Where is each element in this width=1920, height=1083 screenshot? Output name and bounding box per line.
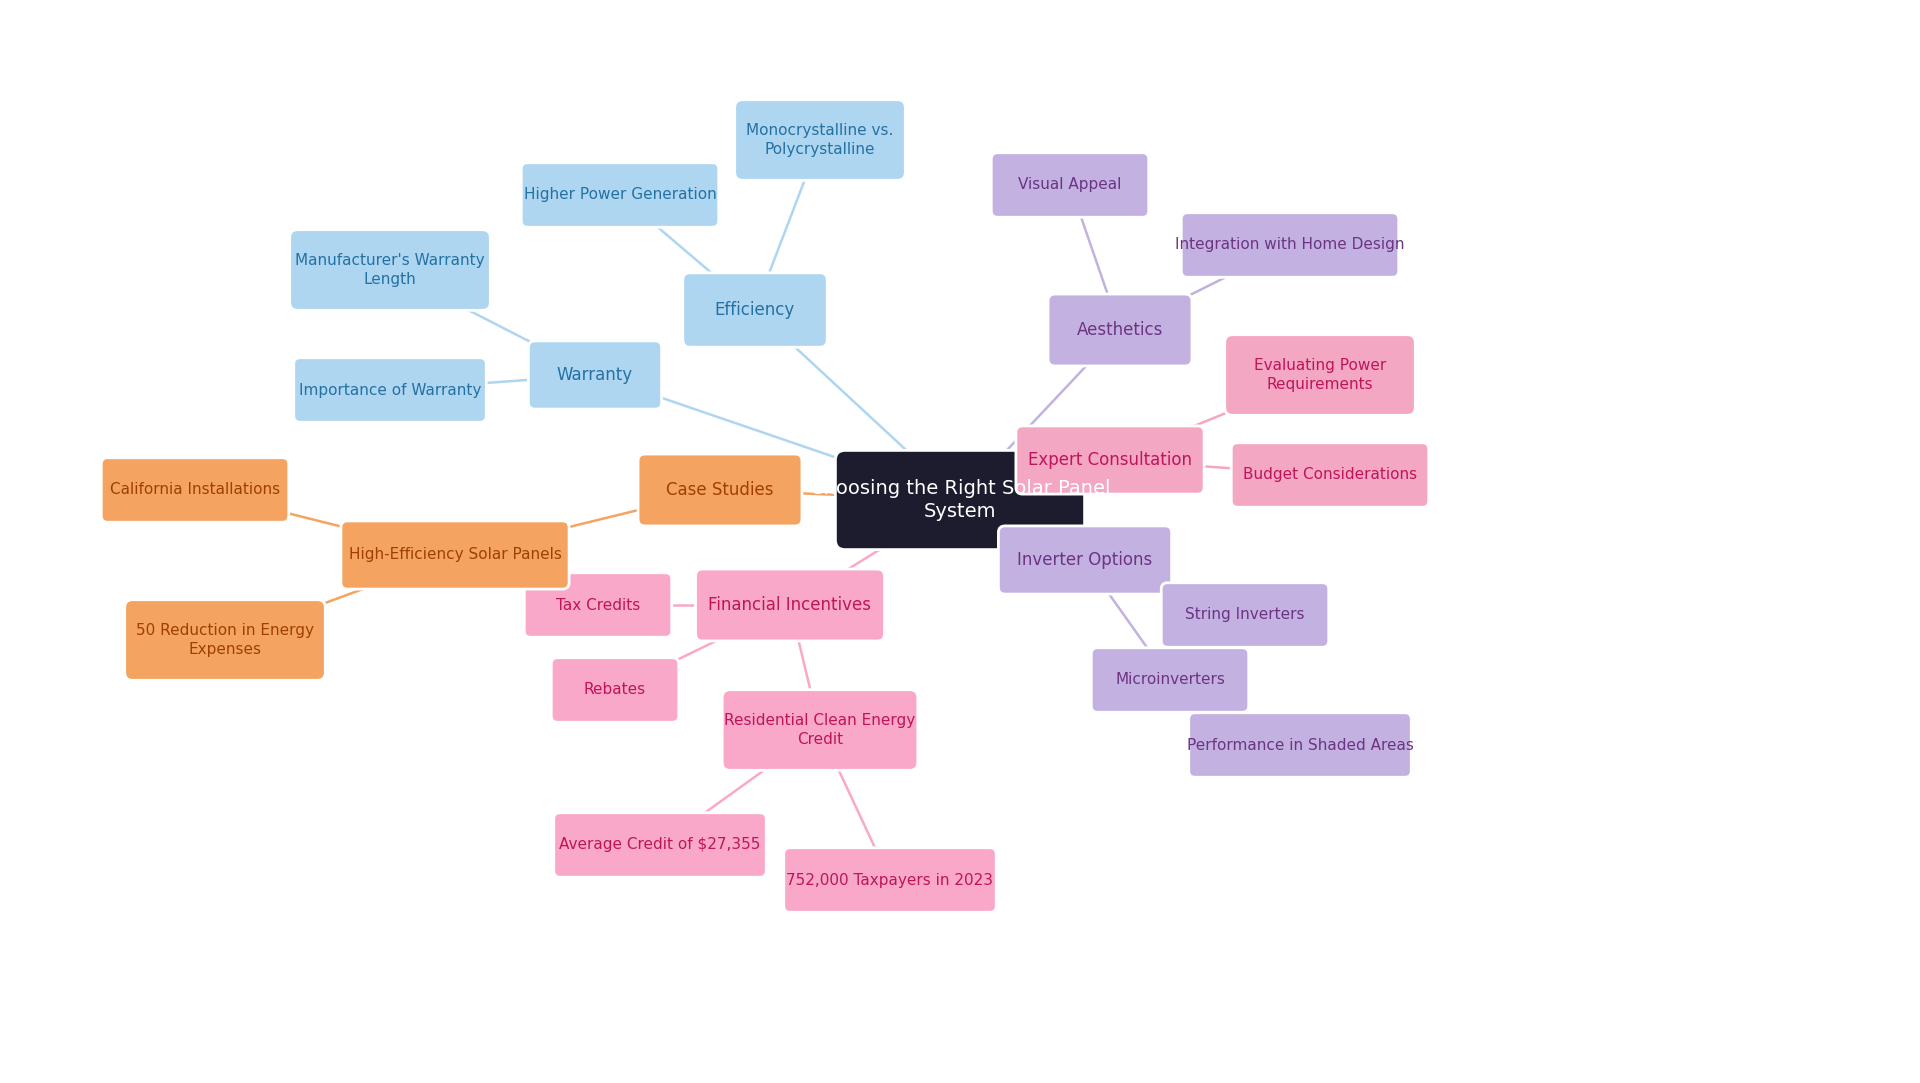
Text: Importance of Warranty: Importance of Warranty: [300, 382, 482, 397]
FancyBboxPatch shape: [520, 162, 718, 227]
Text: Monocrystalline vs.
Polycrystalline: Monocrystalline vs. Polycrystalline: [747, 123, 893, 157]
FancyBboxPatch shape: [735, 100, 906, 180]
FancyBboxPatch shape: [637, 454, 803, 526]
Text: Integration with Home Design: Integration with Home Design: [1175, 237, 1405, 252]
FancyBboxPatch shape: [102, 458, 288, 522]
Text: Financial Incentives: Financial Incentives: [708, 596, 872, 614]
Text: Evaluating Power
Requirements: Evaluating Power Requirements: [1254, 358, 1386, 392]
FancyBboxPatch shape: [1016, 426, 1204, 494]
Text: Manufacturer's Warranty
Length: Manufacturer's Warranty Length: [296, 253, 486, 287]
FancyBboxPatch shape: [783, 848, 996, 912]
Text: Higher Power Generation: Higher Power Generation: [524, 187, 716, 203]
FancyBboxPatch shape: [1225, 335, 1415, 415]
FancyBboxPatch shape: [684, 273, 828, 348]
FancyBboxPatch shape: [722, 690, 918, 770]
Text: Average Credit of $27,355: Average Credit of $27,355: [559, 837, 760, 852]
Text: Tax Credits: Tax Credits: [557, 598, 639, 613]
FancyBboxPatch shape: [125, 600, 324, 680]
Text: Warranty: Warranty: [557, 366, 634, 384]
FancyBboxPatch shape: [1048, 295, 1192, 366]
FancyBboxPatch shape: [1181, 212, 1400, 277]
Text: Residential Clean Energy
Credit: Residential Clean Energy Credit: [724, 714, 916, 747]
Text: Visual Appeal: Visual Appeal: [1018, 178, 1121, 193]
Text: String Inverters: String Inverters: [1185, 608, 1306, 623]
FancyBboxPatch shape: [998, 526, 1171, 595]
Text: Inverter Options: Inverter Options: [1018, 551, 1152, 569]
FancyBboxPatch shape: [1162, 583, 1329, 648]
FancyBboxPatch shape: [294, 357, 486, 422]
FancyBboxPatch shape: [553, 812, 766, 877]
Text: Budget Considerations: Budget Considerations: [1242, 468, 1417, 483]
FancyBboxPatch shape: [342, 521, 568, 589]
Text: California Installations: California Installations: [109, 483, 280, 497]
FancyBboxPatch shape: [1188, 713, 1411, 778]
Text: Aesthetics: Aesthetics: [1077, 321, 1164, 339]
FancyBboxPatch shape: [551, 657, 680, 722]
Text: Case Studies: Case Studies: [666, 481, 774, 499]
FancyBboxPatch shape: [528, 341, 662, 409]
Text: Performance in Shaded Areas: Performance in Shaded Areas: [1187, 738, 1413, 753]
Text: 50 Reduction in Energy
Expenses: 50 Reduction in Energy Expenses: [136, 623, 315, 656]
Text: 752,000 Taxpayers in 2023: 752,000 Taxpayers in 2023: [787, 873, 993, 887]
Text: Expert Consultation: Expert Consultation: [1027, 451, 1192, 469]
FancyBboxPatch shape: [835, 451, 1085, 549]
Text: Microinverters: Microinverters: [1116, 673, 1225, 688]
FancyBboxPatch shape: [524, 573, 672, 637]
Text: Rebates: Rebates: [584, 682, 645, 697]
FancyBboxPatch shape: [290, 230, 490, 311]
FancyBboxPatch shape: [1231, 443, 1428, 507]
Text: High-Efficiency Solar Panels: High-Efficiency Solar Panels: [349, 548, 561, 562]
FancyBboxPatch shape: [695, 569, 885, 641]
Text: Choosing the Right Solar Panel
System: Choosing the Right Solar Panel System: [810, 479, 1110, 521]
FancyBboxPatch shape: [991, 153, 1148, 218]
Text: Efficiency: Efficiency: [714, 301, 795, 319]
FancyBboxPatch shape: [1091, 648, 1248, 713]
